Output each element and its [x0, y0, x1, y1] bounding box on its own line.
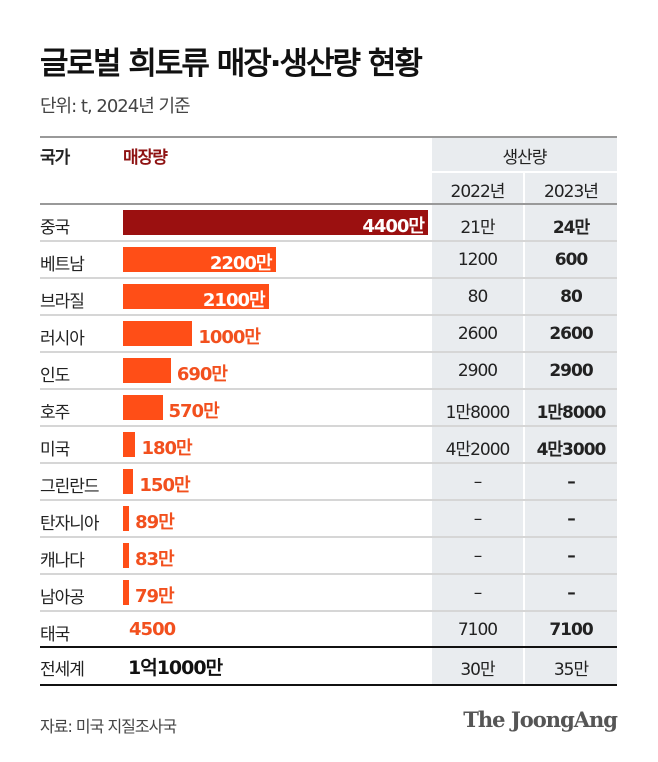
source-note: 자료: 미국 지질조사국	[40, 717, 177, 736]
reserves-label: 89만	[135, 512, 175, 533]
country-name: 캐나다	[40, 551, 85, 571]
reserves-label: 1000만	[198, 327, 261, 348]
reserves-bar	[123, 543, 129, 568]
row-divider	[40, 499, 617, 501]
production-2023: –	[567, 472, 576, 492]
reserves-label: 2100만	[202, 290, 266, 311]
production-2022: 80	[467, 287, 489, 307]
country-name: 그린란드	[40, 477, 100, 497]
production-2022: 1200	[457, 250, 498, 270]
header-reserves: 매장량	[123, 148, 168, 168]
total-reserves: 1억1000만	[128, 657, 223, 679]
publisher-logo: The JoongAng	[463, 707, 618, 732]
production-2023: –	[567, 546, 576, 566]
row-divider	[40, 462, 617, 464]
row-divider	[40, 573, 617, 575]
unit-note: 단위: t, 2024년 기준	[40, 96, 191, 117]
total-top-rule	[40, 646, 617, 648]
country-name: 호주	[40, 403, 70, 423]
production-2022: –	[473, 472, 483, 492]
country-name: 탄자니아	[40, 514, 100, 534]
row-divider	[40, 610, 617, 612]
reserves-bar	[123, 247, 276, 272]
total-2022: 30만	[460, 660, 495, 680]
chart-title: 글로벌 희토류 매장·생산량 현황	[40, 46, 423, 82]
row-divider	[40, 314, 617, 316]
production-2022: 2600	[457, 324, 498, 344]
row-divider	[40, 240, 617, 242]
header-divider	[432, 171, 617, 173]
reserves-label: 570만	[168, 401, 220, 422]
country-name: 미국	[40, 440, 70, 460]
country-name: 브라질	[40, 292, 85, 312]
production-2022: –	[473, 546, 483, 566]
production-2023: 4만3000	[536, 440, 607, 460]
production-2023: 7100	[549, 620, 593, 640]
reserves-label: 690만	[176, 364, 228, 385]
header-country: 국가	[40, 148, 70, 168]
production-2022: 1만8000	[445, 403, 511, 423]
country-name: 남아공	[40, 588, 85, 608]
row-divider	[40, 388, 617, 390]
reserves-bar	[123, 321, 193, 346]
country-name: 러시아	[40, 329, 85, 349]
production-2022: 7100	[457, 620, 498, 640]
table-bottom-rule	[40, 684, 617, 686]
total-country: 전세계	[40, 660, 85, 680]
country-name: 인도	[40, 366, 70, 386]
reserves-label: 150만	[139, 475, 190, 496]
row-divider	[40, 277, 617, 279]
production-2022: 21만	[460, 218, 495, 238]
header-bottom-rule	[40, 203, 617, 205]
reserves-bar	[123, 210, 428, 235]
header-production: 생산량	[502, 148, 548, 168]
header-year-2022: 2022년	[450, 182, 506, 202]
production-2022: –	[473, 583, 483, 603]
production-2023: –	[567, 583, 576, 603]
table-top-rule	[40, 136, 617, 138]
reserves-label: 180만	[141, 438, 192, 459]
production-2023: –	[567, 509, 576, 529]
reserves-label: 4400만	[362, 216, 425, 237]
country-name: 베트남	[40, 255, 85, 275]
reserves-bar	[123, 469, 134, 494]
reserves-bar	[123, 580, 129, 605]
row-divider	[40, 425, 617, 427]
production-2023: 80	[560, 287, 583, 307]
reserves-bar	[123, 432, 136, 457]
row-divider	[40, 351, 617, 353]
row-divider	[40, 536, 617, 538]
production-2023: 24만	[552, 218, 590, 238]
production-2023: 2600	[549, 324, 593, 344]
reserves-label: 2200만	[209, 253, 273, 274]
year-divider	[523, 172, 525, 684]
reserves-label: 79만	[135, 586, 175, 607]
production-2022: 4만2000	[445, 440, 511, 460]
production-2023: 2900	[549, 361, 593, 381]
reserves-bar	[123, 284, 269, 309]
reserves-label: 4500	[129, 619, 176, 640]
production-2023: 1만8000	[536, 403, 607, 423]
reserves-label: 83만	[135, 549, 175, 570]
production-2022: 2900	[457, 361, 498, 381]
country-name: 태국	[40, 625, 70, 645]
reserves-bar	[123, 358, 171, 383]
country-name: 중국	[40, 218, 70, 238]
production-2022: –	[473, 509, 483, 529]
production-2023: 600	[554, 250, 589, 270]
header-year-2023: 2023년	[544, 182, 599, 202]
reserves-bar	[123, 506, 130, 531]
total-2023: 35만	[553, 660, 589, 680]
reserves-bar	[123, 395, 163, 420]
